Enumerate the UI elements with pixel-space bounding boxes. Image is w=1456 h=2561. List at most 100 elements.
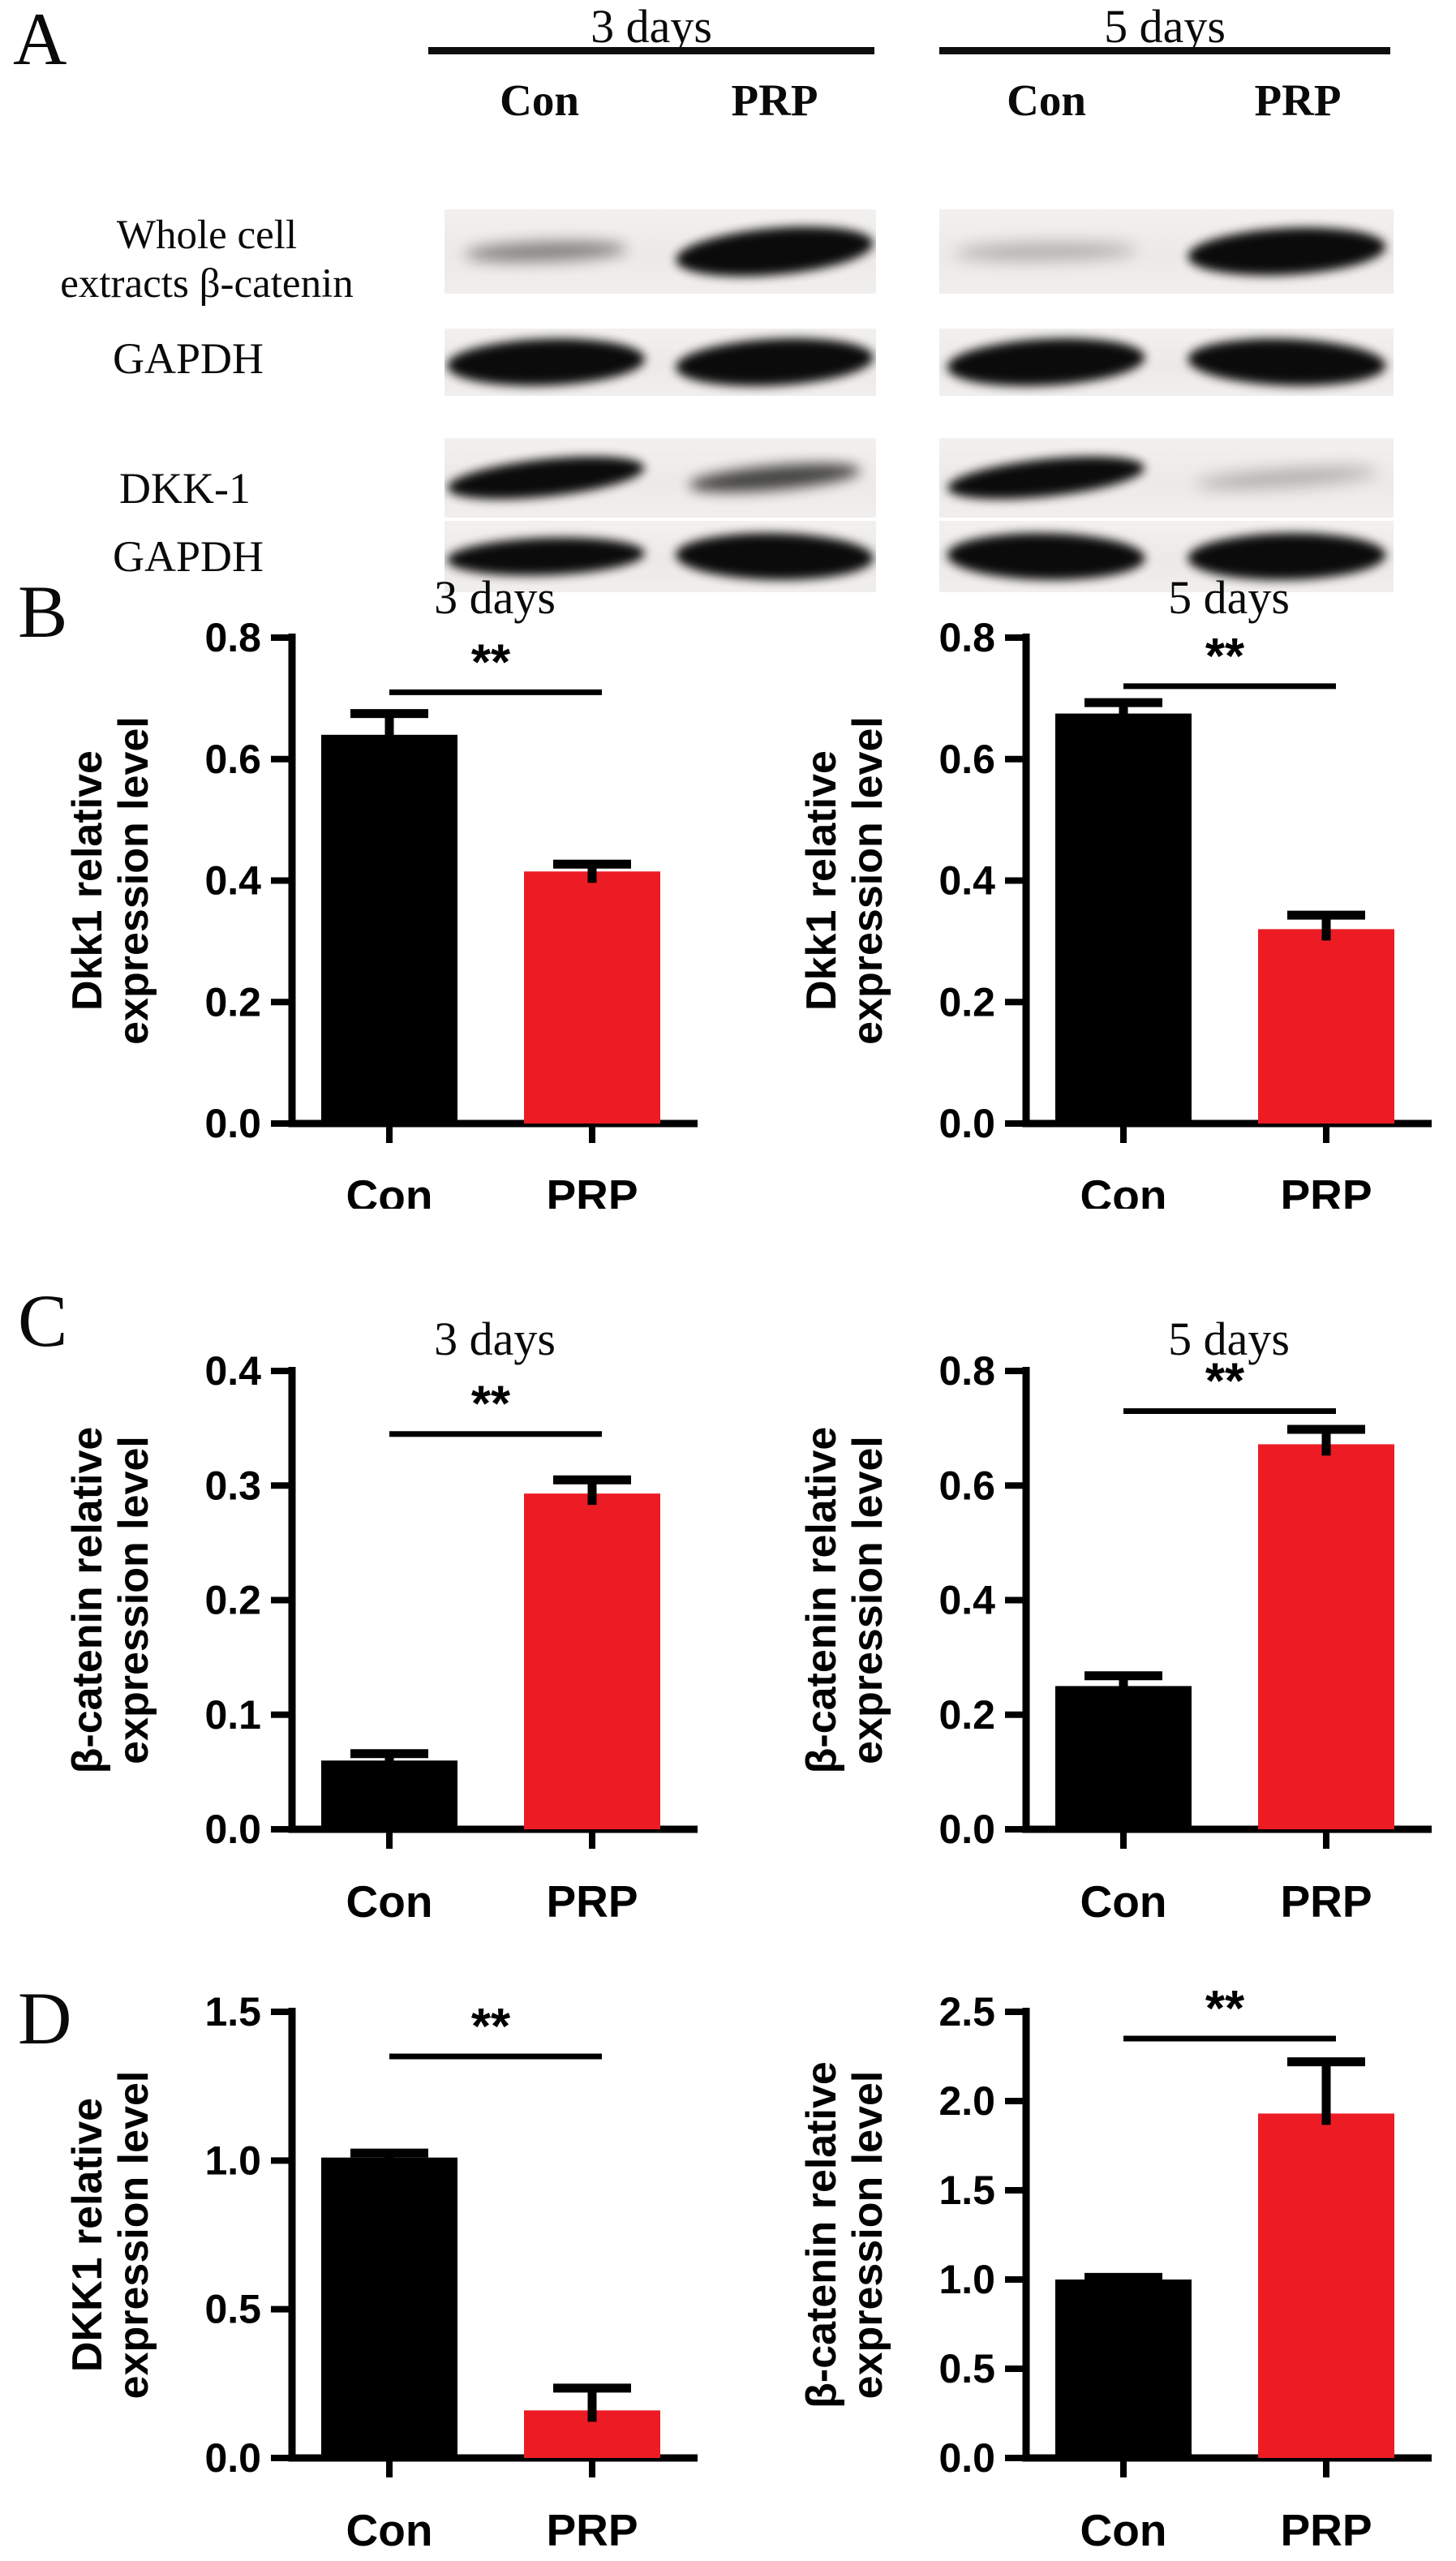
y-tick-label: 0.4 <box>938 858 995 904</box>
y-axis-label: Dkk1 relative expression level <box>64 716 157 1045</box>
y-tick-label: 0.0 <box>204 1101 261 1146</box>
y-axis-label-line: Dkk1 relative <box>798 750 845 1011</box>
blot-band-prp <box>689 463 861 492</box>
y-tick-label: 0.6 <box>938 737 995 782</box>
y-axis-label: DKK1 relative expression level <box>64 2071 157 2400</box>
y-axis-label-line: expression level <box>110 1436 157 1764</box>
y-tick-label: 0.2 <box>204 979 261 1025</box>
category-label: PRP <box>546 1171 638 1209</box>
blot-strip-dkk1-3days <box>445 438 876 518</box>
blot-band-con <box>447 456 645 500</box>
y-tick-label: 0.3 <box>204 1463 261 1508</box>
blot-strip-dkk1-5days <box>939 438 1394 518</box>
y-tick-label: 0.0 <box>204 2435 261 2481</box>
bar-con <box>1055 1686 1192 1829</box>
y-tick-label: 0.1 <box>204 1692 261 1738</box>
bar-con <box>1055 713 1192 1124</box>
bar-prp <box>1258 2113 1394 2458</box>
y-tick-label: 0.5 <box>938 2346 995 2391</box>
y-axis-label: β-catenin relative expression level <box>798 1427 891 1774</box>
blot-row-label-beta-catenin: Whole cell extracts β-catenin <box>16 211 397 308</box>
significance-stars: ** <box>1205 629 1245 685</box>
blot-band-con <box>465 241 627 262</box>
y-tick-label: 0.6 <box>938 1463 995 1508</box>
blot-strip-gapdh1-5days <box>939 329 1394 396</box>
chart-title: 3 days <box>434 571 556 624</box>
panel-letter-b: B <box>18 570 68 653</box>
y-tick-label: 0.8 <box>204 615 261 660</box>
category-label: PRP <box>1280 1876 1372 1919</box>
blot-row-label-line2: extracts β-catenin <box>60 261 354 307</box>
blot-strip-gapdh2-5days <box>939 521 1394 592</box>
significance-stars: ** <box>471 634 511 690</box>
category-label: Con <box>346 2505 433 2555</box>
y-tick-label: 0.4 <box>204 1348 261 1394</box>
y-tick-label: 0.2 <box>204 1578 261 1623</box>
blot-strip-bcatenin-3days <box>445 209 876 294</box>
y-axis-label-line: expression level <box>844 1436 891 1764</box>
y-tick-label: 1.5 <box>204 1989 261 2035</box>
blot-band-prp <box>1188 338 1386 386</box>
blot-group-header-5days: 5 days <box>1104 0 1226 53</box>
category-label: Con <box>346 1876 433 1919</box>
y-tick-label: 0.2 <box>938 979 995 1025</box>
blot-band-con <box>447 338 645 386</box>
y-axis-label-line: β-catenin relative <box>64 1427 111 1774</box>
blot-row-label-line1: Whole cell <box>116 213 298 258</box>
bar-chart-dkk1-5days: 0.0 0.2 0.4 0.6 0.8 Con PRP ** 5 days Dkk1 relati… <box>754 560 1452 1221</box>
y-axis-label: β-catenin relative expression level <box>798 2061 891 2408</box>
y-axis-label-line: Dkk1 relative <box>64 750 111 1011</box>
y-tick-label: 1.0 <box>204 2138 261 2183</box>
category-label: Con <box>1080 1171 1167 1209</box>
blot-band-prp <box>1196 467 1378 488</box>
blot-group-header-3days: 3 days <box>591 0 712 53</box>
y-axis-label-line: expression level <box>844 716 891 1045</box>
y-tick-label: 1.5 <box>938 2168 995 2213</box>
bar-con <box>321 1760 457 1829</box>
y-tick-label: 0.4 <box>204 858 261 904</box>
bar-con <box>321 2157 457 2458</box>
category-label: Con <box>346 1171 433 1209</box>
blot-row-label-dkk1: DKK-1 <box>119 464 251 513</box>
y-tick-label: 0.8 <box>938 615 995 660</box>
bar-chart-bcatenin-3days: 0.0 0.1 0.2 0.3 0.4 Con PRP ** 3 days β-catenin r… <box>20 1270 718 1927</box>
bar-chart-dkk1-3days: 0.0 0.2 0.4 0.6 0.8 Con PRP ** 3 days Dkk1 relati… <box>20 560 718 1221</box>
bar-chart-bcatenin-5days: 0.0 0.2 0.4 0.6 0.8 Con PRP ** 5 days β-catenin r… <box>754 1270 1452 1927</box>
blot-row-label-gapdh-1: GAPDH <box>112 334 264 383</box>
category-label: Con <box>1080 1876 1167 1919</box>
blot-row-label-gapdh-2: GAPDH <box>112 532 264 581</box>
panel-letter-d: D <box>18 1977 72 2060</box>
panel-letter-c: C <box>18 1279 68 1362</box>
blot-strip-gapdh2-3days <box>445 521 876 592</box>
chart-title: 3 days <box>434 1313 556 1365</box>
blot-strip-gapdh1-3days <box>445 329 876 396</box>
blot-band-con <box>947 533 1145 580</box>
lane-label-prp-3days: PRP <box>731 75 818 125</box>
blot-group-underline-3days <box>428 47 874 54</box>
y-tick-label: 0.5 <box>204 2287 261 2332</box>
y-tick-label: 0.4 <box>938 1578 995 1623</box>
y-axis-label-line: expression level <box>110 716 157 1045</box>
blot-band-con <box>947 338 1145 386</box>
bar-prp <box>524 1493 660 1829</box>
category-label: PRP <box>1280 2505 1372 2555</box>
lane-label-prp-5days: PRP <box>1254 75 1342 125</box>
blot-band-prp <box>1188 227 1386 276</box>
y-axis-label-line: DKK1 relative <box>64 2098 111 2372</box>
y-axis-label: β-catenin relative expression level <box>64 1427 157 1774</box>
lane-label-con-5days: Con <box>1007 75 1086 125</box>
y-tick-label: 0.0 <box>938 2435 995 2481</box>
y-tick-label: 0.6 <box>204 737 261 782</box>
chart-title: 5 days <box>1168 571 1290 624</box>
y-tick-label: 2.5 <box>938 1989 995 2035</box>
category-label: PRP <box>546 1876 638 1919</box>
y-tick-label: 0.0 <box>204 1807 261 1852</box>
blot-band-con <box>947 456 1145 500</box>
significance-stars: ** <box>1205 1353 1245 1409</box>
blot-band-con <box>447 537 645 576</box>
blot-band-prp <box>676 226 874 277</box>
bar-prp <box>524 871 660 1124</box>
significance-stars: ** <box>1205 1981 1245 2037</box>
category-label: PRP <box>546 2505 638 2555</box>
y-tick-label: 0.0 <box>938 1101 995 1146</box>
